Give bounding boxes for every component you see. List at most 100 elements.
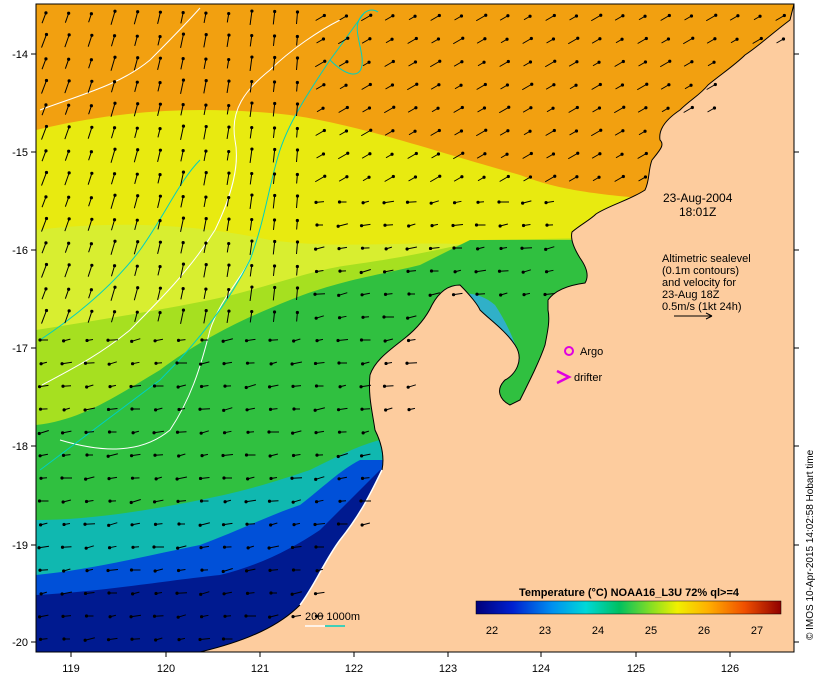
velocity-arrow-head	[314, 430, 318, 435]
velocity-arrow	[452, 224, 464, 226]
velocity-arrow	[199, 638, 211, 640]
y-tick-label: -14	[12, 49, 28, 61]
velocity-arrow-head	[620, 37, 624, 41]
velocity-arrow-head	[246, 430, 250, 434]
velocity-arrow-head	[176, 385, 180, 389]
x-tick-label: 121	[251, 663, 269, 675]
velocity-arrow	[180, 104, 184, 116]
velocity-arrow	[134, 128, 138, 138]
velocity-arrow	[296, 11, 298, 25]
velocity-arrow	[361, 269, 371, 273]
velocity-arrow-head	[382, 201, 386, 205]
velocity-arrow-head	[484, 13, 488, 17]
velocity-arrow	[315, 15, 325, 21]
velocity-arrow-head	[199, 545, 203, 550]
velocity-arrow-head	[181, 195, 185, 199]
velocity-arrow	[475, 269, 487, 273]
velocity-arrow-head	[246, 546, 250, 550]
velocity-arrow-head	[67, 217, 71, 221]
velocity-arrow	[249, 265, 253, 277]
velocity-arrow-head	[598, 37, 602, 41]
velocity-arrow-head	[575, 105, 579, 110]
velocity-arrow	[682, 37, 694, 45]
velocity-arrow-head	[598, 82, 602, 87]
velocity-arrow-head	[430, 223, 434, 228]
velocity-arrow	[110, 35, 116, 47]
velocity-arrow-head	[204, 309, 208, 313]
velocity-arrow	[475, 129, 487, 137]
velocity-arrow-head	[154, 638, 158, 642]
velocity-arrow-head	[38, 454, 42, 458]
velocity-arrow-head	[135, 172, 139, 176]
velocity-arrow-head	[384, 247, 388, 251]
velocity-arrow	[203, 104, 207, 116]
velocity-arrow-head	[38, 568, 42, 572]
velocity-arrow-head	[599, 13, 603, 17]
velocity-arrow	[133, 103, 139, 117]
velocity-arrow	[134, 312, 138, 322]
velocity-arrow-head	[107, 362, 111, 366]
velocity-arrow-head	[107, 591, 111, 595]
velocity-arrow	[180, 12, 184, 24]
velocity-arrow-head	[690, 105, 694, 110]
velocity-arrow-head	[198, 407, 202, 411]
velocity-arrow-head	[227, 33, 231, 37]
velocity-arrow-head	[544, 200, 548, 205]
velocity-arrow	[41, 126, 47, 140]
velocity-arrow	[430, 292, 440, 296]
velocity-arrow-head	[506, 14, 510, 18]
velocity-arrow-head	[452, 201, 457, 205]
velocity-arrow	[245, 499, 257, 503]
velocity-arrow-head	[405, 200, 410, 204]
contour-1000m-b	[39, 159, 201, 341]
velocity-arrow-head	[291, 453, 296, 458]
velocity-arrow-head	[359, 454, 364, 458]
velocity-arrow-head	[391, 174, 395, 179]
velocity-arrow-head	[177, 407, 181, 412]
velocity-arrow-head	[621, 129, 625, 133]
velocity-arrow-head	[295, 80, 299, 85]
velocity-arrow-head	[130, 339, 134, 343]
velocity-arrow-head	[620, 83, 625, 87]
velocity-arrow-head	[552, 13, 556, 18]
velocity-arrow-head	[244, 339, 249, 343]
velocity-arrow-head	[406, 338, 411, 343]
velocity-arrow-head	[106, 638, 111, 642]
altimetry-line: and velocity for	[662, 277, 736, 289]
velocity-arrow-head	[315, 569, 319, 573]
velocity-arrow-head	[367, 175, 371, 179]
velocity-arrow	[296, 287, 298, 301]
velocity-arrow	[180, 288, 184, 300]
velocity-arrow-head	[413, 14, 417, 18]
velocity-arrow-head	[337, 200, 342, 204]
velocity-arrow	[110, 265, 116, 277]
velocity-arrow	[614, 61, 624, 67]
velocity-arrow	[203, 196, 207, 208]
velocity-arrow-head	[361, 201, 365, 205]
velocity-arrow-head	[227, 79, 231, 83]
velocity-arrow-head	[90, 263, 94, 267]
velocity-arrow-head	[44, 103, 48, 107]
velocity-arrow-head	[295, 126, 299, 131]
velocity-arrow	[64, 105, 70, 115]
velocity-arrow-head	[413, 175, 418, 179]
velocity-arrow-head	[152, 500, 157, 504]
velocity-arrow	[41, 172, 47, 186]
velocity-arrow-head	[67, 33, 71, 37]
velocity-arrow-head	[295, 56, 300, 60]
velocity-arrow-head	[758, 14, 762, 18]
velocity-arrow	[314, 175, 326, 183]
velocity-arrow-head	[108, 384, 112, 389]
velocity-arrow-head	[67, 57, 71, 61]
x-tick-label: 125	[627, 663, 645, 675]
velocity-arrow	[203, 150, 207, 162]
velocity-arrow-head	[113, 101, 117, 105]
velocity-arrow	[133, 57, 139, 71]
velocity-arrow-head	[344, 83, 348, 87]
velocity-arrow	[41, 310, 47, 324]
velocity-arrow-head	[200, 338, 204, 342]
velocity-arrow-head	[407, 407, 411, 412]
velocity-arrow-head	[113, 193, 117, 197]
velocity-arrow-head	[336, 522, 341, 526]
velocity-arrow-head	[244, 569, 249, 573]
